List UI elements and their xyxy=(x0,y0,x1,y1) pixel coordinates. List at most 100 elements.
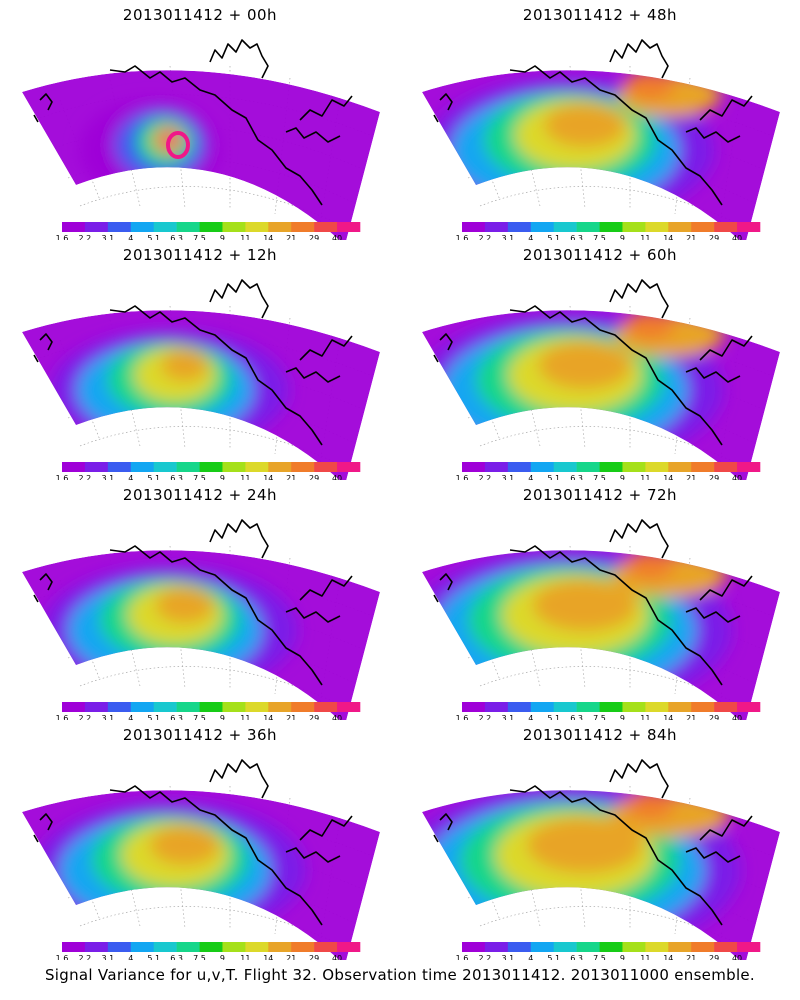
colorbar-label: 4 xyxy=(528,714,533,720)
colorbar-swatch xyxy=(337,702,361,712)
variance-contour xyxy=(155,587,215,623)
forecast-panel: 2013011412 + 84h 1.6 2.2 3.1 4 5.1 6.3 7.5 9 11 14… xyxy=(400,720,800,960)
colorbar-swatch xyxy=(507,942,532,952)
colorbar-swatch xyxy=(337,942,361,952)
colorbar-swatch xyxy=(484,942,509,952)
colorbar-swatch xyxy=(599,222,623,232)
colorbar-label: 9 xyxy=(620,954,625,960)
colorbar-label: 9 xyxy=(220,714,225,720)
colorbar-swatch xyxy=(645,702,669,712)
colorbar-label: 5.1 xyxy=(547,954,560,960)
panel-title: 2013011412 + 60h xyxy=(522,246,678,264)
colorbar-label: 7.5 xyxy=(593,234,606,240)
colorbar-label: 11 xyxy=(240,714,250,720)
colorbar-swatch xyxy=(314,462,338,472)
colorbar-swatch xyxy=(462,942,486,952)
colorbar-swatch xyxy=(530,222,554,232)
colorbar-label: 29 xyxy=(309,954,319,960)
variance-contour xyxy=(544,103,626,147)
colorbar-swatch xyxy=(530,462,554,472)
colorbar-swatch xyxy=(245,222,269,232)
colorbar-label: 1.6 xyxy=(56,714,69,720)
colorbar-label: 21 xyxy=(686,234,696,240)
variance-contour xyxy=(161,349,209,381)
variance-field xyxy=(422,70,780,240)
colorbar-swatch xyxy=(176,702,200,712)
colorbar-label: 6.3 xyxy=(170,714,183,720)
variance-contour xyxy=(538,341,632,389)
colorbar-label: 3.1 xyxy=(101,474,114,480)
colorbar-swatch xyxy=(553,462,577,472)
variance-field xyxy=(422,550,780,720)
colorbar-label: 40 xyxy=(732,474,742,480)
variance-contour xyxy=(625,551,675,579)
map-plot: 1.6 2.2 3.1 4 5.1 6.3 7.5 9 11 14 21 29 40 xyxy=(22,519,380,720)
colorbar-label: 40 xyxy=(332,714,342,720)
map-plot: 1.6 2.2 3.1 4 5.1 6.3 7.5 9 11 14 21 29 40 xyxy=(422,759,780,960)
colorbar-label: 40 xyxy=(732,954,742,960)
colorbar-swatch xyxy=(599,462,623,472)
colorbar-label: 21 xyxy=(286,234,296,240)
colorbar-swatch xyxy=(668,222,692,232)
colorbar-swatch xyxy=(337,222,361,232)
colorbar-label: 21 xyxy=(686,474,696,480)
colorbar-swatch xyxy=(153,942,177,952)
colorbar-label: 21 xyxy=(286,714,296,720)
colorbar-label: 29 xyxy=(309,714,319,720)
colorbar-swatch xyxy=(737,702,761,712)
colorbar-label: 14 xyxy=(263,234,273,240)
map-plot: 1.6 2.2 3.1 4 5.1 6.3 7.5 9 11 14 21 29 40 xyxy=(422,39,780,240)
variance-contour xyxy=(625,311,675,339)
colorbar-label: 14 xyxy=(263,714,273,720)
colorbar-swatch xyxy=(622,942,646,952)
colorbar-label: 1.6 xyxy=(456,954,469,960)
colorbar-label: 29 xyxy=(709,954,719,960)
colorbar-label: 3.1 xyxy=(501,234,514,240)
colorbar-label: 9 xyxy=(620,714,625,720)
colorbar-swatch xyxy=(691,702,715,712)
colorbar-swatch xyxy=(714,942,738,952)
colorbar-label: 11 xyxy=(240,474,250,480)
colorbar-label: 7.5 xyxy=(193,954,206,960)
colorbar-swatch xyxy=(645,462,669,472)
colorbar-label: 14 xyxy=(663,714,673,720)
colorbar-label: 7.5 xyxy=(193,714,206,720)
colorbar-label: 4 xyxy=(128,954,133,960)
colorbar-swatch xyxy=(107,222,132,232)
colorbar-swatch xyxy=(291,462,315,472)
colorbar-label: 14 xyxy=(663,234,673,240)
colorbar-label: 3.1 xyxy=(101,714,114,720)
colorbar-label: 6.3 xyxy=(570,714,583,720)
colorbar-swatch xyxy=(462,462,486,472)
coastline xyxy=(433,759,753,926)
colorbar-label: 1.6 xyxy=(56,954,69,960)
colorbar-label: 6.3 xyxy=(170,474,183,480)
colorbar-swatch xyxy=(62,462,86,472)
colorbar-swatch xyxy=(691,942,715,952)
colorbar-swatch xyxy=(291,942,315,952)
colorbar-label: 1.6 xyxy=(456,474,469,480)
forecast-panel: 2013011412 + 00h 1.6 2.2 3.1 4 5.1 6.3 7.5 9 11 14… xyxy=(0,0,400,240)
colorbar-label: 6.3 xyxy=(170,954,183,960)
colorbar-label: 4 xyxy=(528,954,533,960)
colorbar-swatch xyxy=(130,222,154,232)
colorbar-swatch xyxy=(622,702,646,712)
forecast-panel: 2013011412 + 12h 1.6 2.2 3.1 4 5.1 6.3 7.5 9 11 14… xyxy=(0,240,400,480)
coastline xyxy=(33,39,353,206)
variance-contour xyxy=(149,825,221,865)
colorbar: 1.6 2.2 3.1 4 5.1 6.3 7.5 9 11 14 21 29 40 xyxy=(456,942,761,960)
variance-contour xyxy=(532,579,638,631)
colorbar-label: 14 xyxy=(663,474,673,480)
colorbar-swatch xyxy=(714,462,738,472)
colorbar-label: 14 xyxy=(663,954,673,960)
colorbar-label: 2.2 xyxy=(79,954,92,960)
colorbar-label: 4 xyxy=(528,474,533,480)
colorbar-swatch xyxy=(530,942,554,952)
forecast-panel: 2013011412 + 24h 1.6 2.2 3.1 4 5.1 6.3 7.5 9 11 14… xyxy=(0,480,400,720)
colorbar-swatch xyxy=(176,462,200,472)
colorbar-label: 2.2 xyxy=(79,714,92,720)
forecast-panel: 2013011412 + 36h 1.6 2.2 3.1 4 5.1 6.3 7.5 9 11 14… xyxy=(0,720,400,960)
colorbar-swatch xyxy=(622,222,646,232)
colorbar-label: 40 xyxy=(732,234,742,240)
colorbar-swatch xyxy=(622,462,646,472)
